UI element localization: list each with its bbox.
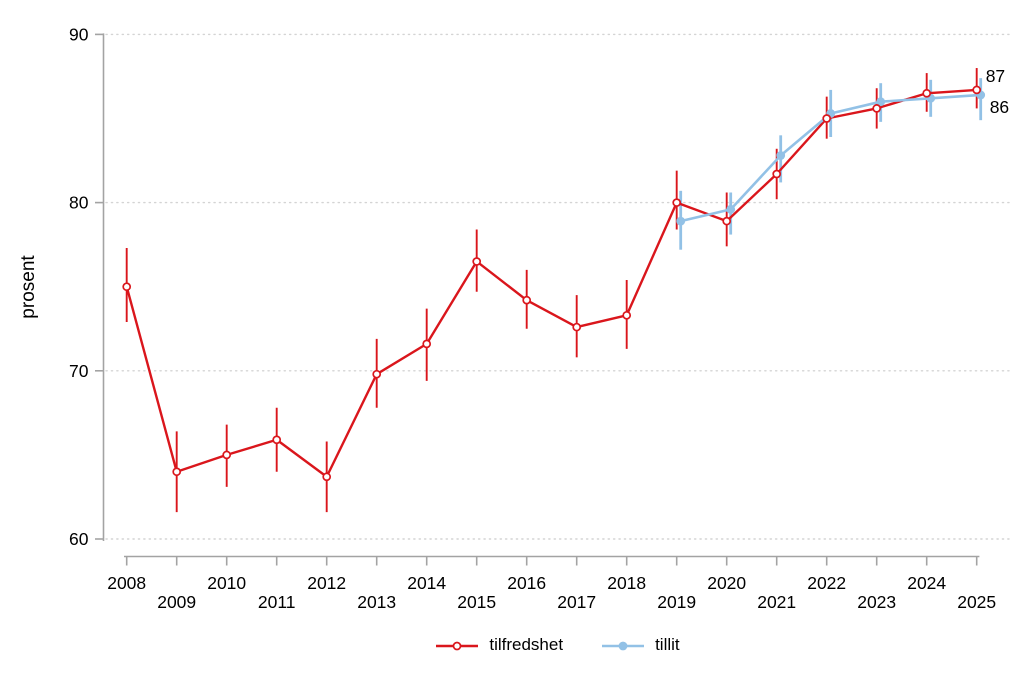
data-point-tilfredshet (272, 435, 282, 445)
data-point-tilfredshet (772, 169, 782, 179)
x-tick-label: 2008 (107, 573, 146, 593)
x-tick-label: 2017 (557, 592, 596, 612)
series-line-tilfredshet (125, 88, 978, 478)
data-point-tilfredshet (522, 295, 532, 305)
data-point-tilfredshet (622, 310, 632, 320)
data-point-tilfredshet (172, 467, 182, 477)
data-point-tilfredshet (822, 114, 832, 123)
data-point-tilfredshet (922, 88, 932, 98)
legend-item-tilfredshet: tilfredshet (435, 636, 563, 655)
data-point-tilfredshet (572, 322, 582, 332)
x-tick-label: 2016 (507, 573, 546, 593)
x-tick-label: 2021 (757, 592, 796, 612)
x-tick-label: 2025 (957, 592, 996, 612)
x-tick-label: 2024 (907, 573, 946, 593)
x-tick-label: 2013 (357, 592, 396, 612)
x-tick-label: 2011 (258, 592, 296, 612)
y-tick-label: 70 (69, 361, 89, 381)
legend-marker-tilfredshet-icon (436, 641, 479, 650)
end-label-tillit: 86 (990, 97, 1009, 117)
x-tick-label: 2012 (307, 573, 346, 593)
y-tick-label: 90 (69, 24, 89, 44)
data-point-tillit (726, 204, 736, 214)
data-point-tillit (876, 97, 886, 107)
legend: tilfredshet tillit (103, 636, 1012, 655)
data-point-tilfredshet (972, 85, 982, 95)
y-tick-label: 60 (69, 529, 89, 549)
data-point-tillit (776, 151, 786, 160)
data-point-tilfredshet (672, 198, 682, 207)
data-point-tilfredshet (372, 369, 382, 379)
x-tick-label: 2022 (807, 573, 846, 593)
x-tick-label: 2018 (607, 573, 646, 593)
data-point-tilfredshet (872, 104, 882, 113)
legend-label-tilfredshet: tilfredshet (489, 635, 564, 654)
data-point-tilfredshet (322, 472, 332, 482)
x-tick-label: 2019 (657, 592, 696, 612)
legend-marker-tillit-icon (602, 641, 645, 650)
data-point-tilfredshet (472, 257, 482, 266)
x-tick-label: 2020 (707, 573, 746, 593)
end-label-tilfredshet: 87 (986, 66, 1005, 86)
y-axis-title: prosent (18, 255, 39, 319)
x-tick-label: 2023 (857, 592, 896, 612)
data-point-tillit (676, 216, 686, 226)
data-point-tilfredshet (422, 339, 432, 349)
legend-label-tillit: tillit (655, 635, 680, 654)
legend-item-tillit: tillit (601, 636, 680, 655)
x-tick-label: 2010 (207, 573, 246, 593)
data-point-tilfredshet (122, 282, 132, 292)
data-point-tilfredshet (222, 450, 232, 460)
x-tick-label: 2009 (157, 592, 196, 612)
y-tick-label: 80 (69, 193, 89, 213)
data-point-tilfredshet (722, 216, 732, 226)
x-tick-label: 2014 (407, 573, 446, 593)
x-tick-label: 2015 (457, 592, 496, 612)
